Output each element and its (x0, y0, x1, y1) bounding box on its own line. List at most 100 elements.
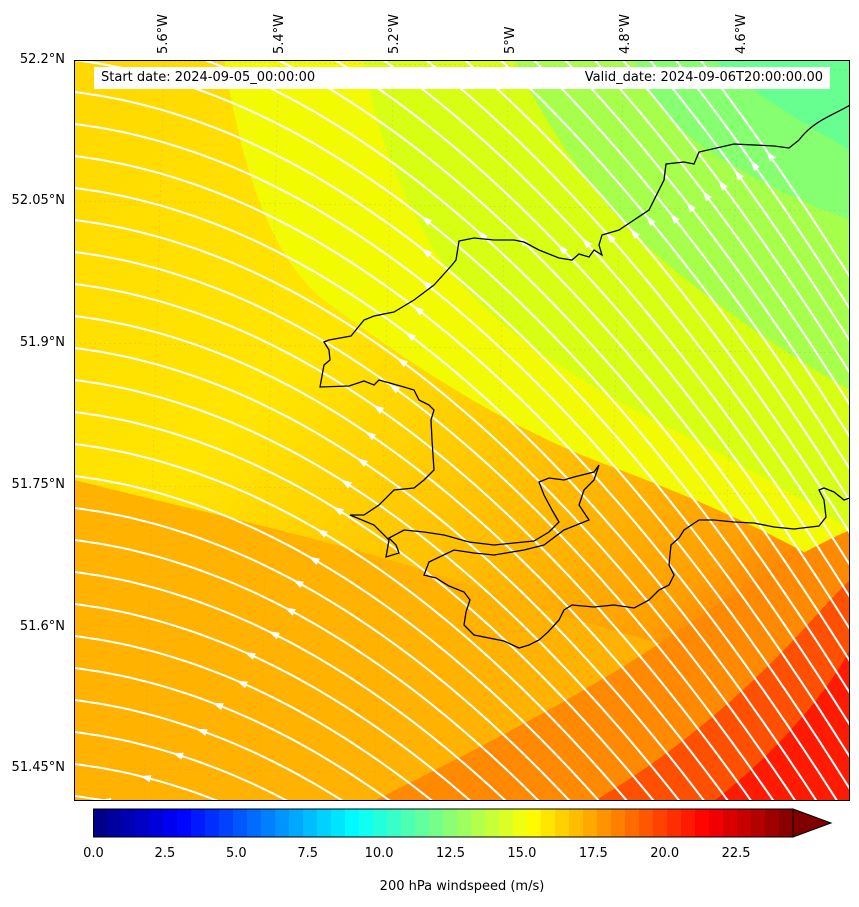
colorbar-label: 200 hPa windspeed (m/s) (379, 879, 545, 894)
colorbar-band (177, 809, 192, 837)
lat-label-51-9: 51.9°N (19, 335, 65, 350)
colorbar-band (569, 809, 584, 837)
colorbar-tick: 10.0 (364, 846, 394, 861)
streamline-arrow (405, 332, 416, 342)
streamline-arrow (268, 631, 280, 640)
streamline-arrow (140, 775, 152, 783)
lon-label-5-6: 5.6°W (156, 13, 171, 54)
streamline-arrow (421, 280, 432, 290)
streamline (74, 187, 818, 801)
streamline (499, 60, 850, 502)
colorbar-band (303, 809, 318, 837)
streamline (74, 123, 850, 790)
colorbar-band (485, 809, 500, 837)
colorbar-tick: 7.5 (297, 846, 319, 861)
streamline-arrow (766, 150, 776, 162)
streamline (463, 60, 850, 534)
streamline-arrow (316, 529, 328, 538)
streamline (74, 763, 221, 801)
lat-label-52-2: 52.2°N (19, 52, 65, 67)
streamline-arrow (332, 506, 344, 516)
streamline-arrow (734, 169, 744, 181)
streamline (699, 60, 850, 278)
colorbar-band (205, 809, 220, 837)
streamline-arrow (357, 458, 368, 467)
streamline (202, 60, 850, 694)
colorbar-tick: 0.0 (83, 846, 104, 861)
streamline-arrow (750, 160, 760, 171)
streamline-arrow (413, 306, 424, 316)
streamline-arrow (212, 702, 224, 711)
windspeed-map (74, 60, 850, 801)
colorbar-band (597, 809, 612, 837)
colorbar-band (471, 809, 486, 837)
streamline-arrow (365, 431, 376, 441)
colorbar-band (219, 809, 234, 837)
streamline-arrow (292, 579, 304, 588)
streamline-arrow (340, 479, 352, 489)
streamline (648, 60, 850, 342)
streamline-arrow (557, 244, 568, 255)
streamline-arrow (284, 607, 296, 616)
colorbar-extend-arrow (792, 808, 833, 838)
streamline (74, 667, 392, 801)
contour-band-red (714, 650, 850, 801)
streamline (674, 60, 850, 310)
colorbar (93, 808, 833, 838)
streamline (74, 443, 629, 801)
lon-label-4-8: 4.8°W (618, 13, 633, 54)
colorbar-tick: 12.5 (436, 846, 465, 861)
colorbar-outline (93, 808, 794, 838)
colorbar-tick: 17.5 (578, 846, 608, 861)
streamline (74, 283, 753, 801)
colorbar-band (653, 809, 668, 837)
colorbar-band (261, 809, 276, 837)
streamline-arrow (670, 213, 680, 224)
colorbar-band (163, 809, 178, 837)
colorbar-bands (93, 808, 833, 838)
colorbar-band (149, 809, 164, 837)
colorbar-band (289, 809, 304, 837)
streamline (74, 507, 572, 801)
streamline-arrow (702, 190, 712, 202)
streamline-arrow (397, 358, 408, 368)
streamline-arrow (244, 652, 256, 660)
colorbar-band (667, 809, 682, 837)
streamline-arrow (196, 728, 208, 736)
streamline (74, 155, 839, 801)
streamline (74, 699, 345, 801)
streamline (74, 315, 730, 801)
colorbar-band (555, 809, 570, 837)
colorbar-band (429, 809, 444, 837)
colorbar-band (443, 809, 458, 837)
lon-label-5-2: 5.2°W (387, 13, 402, 54)
lat-label-51-45: 51.45°N (11, 760, 65, 775)
streamline-arrow (236, 680, 248, 689)
streamline-arrow (389, 384, 400, 394)
colorbar-band (541, 809, 556, 837)
streamline-arrow (373, 404, 384, 414)
colorbar-band (583, 809, 598, 837)
colorbar-band (93, 809, 108, 837)
streamline (332, 60, 850, 630)
colorbar-band (359, 809, 374, 837)
streamline (74, 219, 797, 801)
windspeed-field (74, 60, 850, 801)
streamline (74, 60, 850, 726)
streamline (74, 731, 290, 801)
lon-label-4-6: 4.6°W (734, 13, 749, 54)
lat-label-51-6: 51.6°N (19, 619, 65, 634)
colorbar-band (737, 809, 752, 837)
colorbar-band (233, 809, 248, 837)
lon-label-5: 5°W (503, 26, 518, 54)
streamline (74, 379, 681, 801)
colorbar-band (457, 809, 472, 837)
colorbar-band (247, 809, 262, 837)
colorbar-band (681, 809, 696, 837)
colorbar-band (191, 809, 206, 837)
streamline (275, 60, 850, 662)
streamline (381, 60, 850, 598)
streamline (74, 347, 706, 801)
streamline-arrow (686, 201, 696, 213)
colorbar-band (695, 809, 710, 837)
